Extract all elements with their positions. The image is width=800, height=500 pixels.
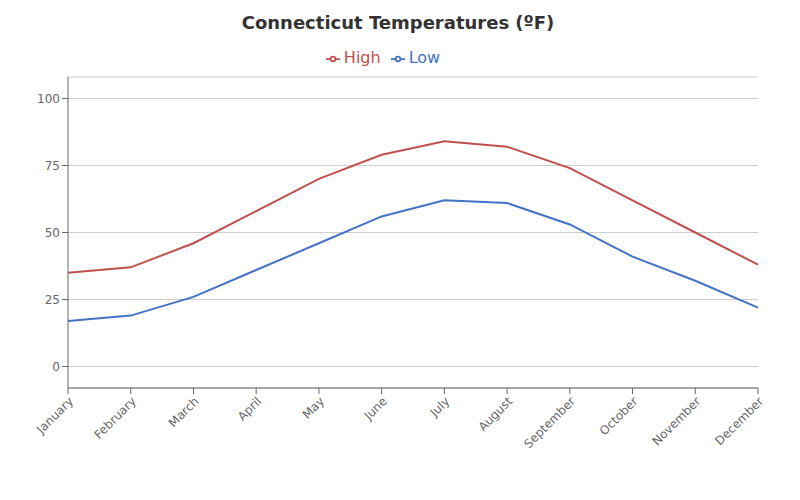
svg-text:September: September [521,394,578,451]
svg-text:25: 25 [45,293,60,307]
svg-text:50: 50 [45,226,60,240]
svg-text:March: March [166,394,202,430]
html-text:Low: Low [408,48,441,67]
svg-text:0: 0 [52,360,60,374]
svg-text:February: February [91,394,139,442]
svg-text:January: January [33,394,76,437]
svg-text:August: August [476,394,516,434]
svg-text:October: October [597,394,641,438]
html-text:Connecticut Temperatures (ºF): Connecticut Temperatures (ºF) [241,12,555,33]
svg-text:May: May [300,394,327,421]
svg-text:November: November [649,394,703,448]
svg-text:December: December [712,394,766,448]
svg-text:June: June [361,394,390,423]
svg-text:April: April [235,394,264,423]
svg-text:75: 75 [45,159,60,173]
svg-text:July: July [427,394,453,420]
svg-text:100: 100 [37,92,60,106]
html-text:High: High [343,48,381,67]
